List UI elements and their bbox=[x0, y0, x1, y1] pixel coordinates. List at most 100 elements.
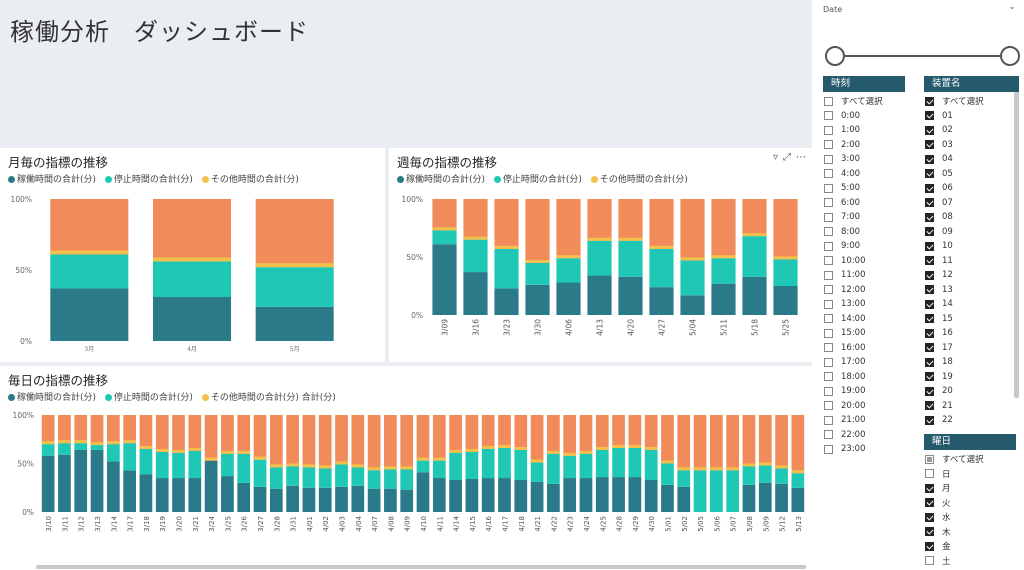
legend-other[interactable]: その他時間の合計(分) bbox=[201, 175, 299, 185]
legend-operating[interactable]: 稼働時間の合計(分) bbox=[8, 175, 96, 185]
legend-stopped[interactable]: 停止時間の合計(分) bbox=[493, 175, 582, 185]
weekday-slicer-item[interactable]: 水 bbox=[924, 510, 1016, 525]
date-range-start-handle[interactable] bbox=[825, 46, 845, 66]
daily-chart-panel[interactable]: 毎日の指標の推移 稼働時間の合計(分) 停止時間の合計(分) その他時間の合計(… bbox=[0, 366, 812, 570]
checkbox[interactable] bbox=[824, 357, 833, 367]
chevron-down-icon[interactable]: ⌄ bbox=[1008, 2, 1016, 12]
device-slicer-item[interactable]: 15 bbox=[924, 312, 1019, 327]
device-slicer-item[interactable]: 18 bbox=[924, 355, 1019, 370]
checkbox[interactable] bbox=[824, 386, 833, 396]
device-slicer-item[interactable]: 11 bbox=[924, 254, 1019, 269]
checkbox[interactable] bbox=[824, 415, 833, 425]
time-slicer-item[interactable]: 3:00 bbox=[823, 152, 905, 167]
checkbox[interactable] bbox=[824, 169, 833, 179]
checkbox[interactable] bbox=[824, 212, 833, 222]
checkbox[interactable] bbox=[925, 256, 934, 266]
device-slicer-item[interactable]: 17 bbox=[924, 341, 1019, 356]
legend-stopped[interactable]: 停止時間の合計(分) bbox=[104, 175, 193, 185]
checkbox[interactable] bbox=[824, 154, 833, 164]
checkbox[interactable] bbox=[925, 241, 934, 251]
checkbox[interactable] bbox=[925, 227, 934, 237]
weekday-slicer-item[interactable]: 金 bbox=[924, 539, 1016, 554]
checkbox[interactable] bbox=[824, 299, 833, 309]
checkbox[interactable] bbox=[824, 444, 833, 454]
device-slicer-item[interactable]: 07 bbox=[924, 196, 1019, 211]
checkbox[interactable] bbox=[824, 96, 833, 106]
checkbox[interactable] bbox=[925, 527, 934, 537]
device-slicer-item[interactable]: 10 bbox=[924, 239, 1019, 254]
time-slicer-item[interactable]: 17:00 bbox=[823, 355, 905, 370]
checkbox[interactable] bbox=[824, 241, 833, 251]
device-slicer-item[interactable]: 14 bbox=[924, 297, 1019, 312]
device-slicer-item[interactable]: 09 bbox=[924, 225, 1019, 240]
checkbox[interactable] bbox=[925, 154, 934, 164]
checkbox[interactable] bbox=[824, 256, 833, 266]
filter-icon[interactable]: ▿ bbox=[772, 152, 778, 163]
checkbox[interactable] bbox=[925, 415, 934, 425]
checkbox[interactable] bbox=[925, 96, 934, 106]
checkbox[interactable] bbox=[925, 125, 934, 135]
date-range-end-handle[interactable] bbox=[1000, 46, 1020, 66]
time-slicer-item[interactable]: 11:00 bbox=[823, 268, 905, 283]
checkbox[interactable] bbox=[925, 140, 934, 150]
weekday-slicer-item[interactable]: すべて選択 bbox=[924, 452, 1016, 467]
device-slicer-item[interactable]: 01 bbox=[924, 109, 1019, 124]
device-slicer-item[interactable]: 04 bbox=[924, 152, 1019, 167]
checkbox[interactable] bbox=[824, 328, 833, 338]
checkbox[interactable] bbox=[824, 372, 833, 382]
weekday-slicer-item[interactable]: 月 bbox=[924, 481, 1016, 496]
time-slicer-item[interactable]: 8:00 bbox=[823, 225, 905, 240]
checkbox[interactable] bbox=[925, 401, 934, 411]
checkbox[interactable] bbox=[824, 198, 833, 208]
time-slicer-item[interactable]: 2:00 bbox=[823, 138, 905, 153]
legend-operating[interactable]: 稼働時間の合計(分) bbox=[397, 175, 485, 185]
weekday-slicer-item[interactable]: 火 bbox=[924, 496, 1016, 511]
time-slicer-item[interactable]: 14:00 bbox=[823, 312, 905, 327]
device-slicer-item[interactable]: 06 bbox=[924, 181, 1019, 196]
time-slicer-item[interactable]: 5:00 bbox=[823, 181, 905, 196]
checkbox[interactable] bbox=[824, 125, 833, 135]
device-slicer-item[interactable]: 13 bbox=[924, 283, 1019, 298]
time-slicer-item[interactable]: 6:00 bbox=[823, 196, 905, 211]
checkbox[interactable] bbox=[925, 299, 934, 309]
device-slicer-item[interactable]: 21 bbox=[924, 399, 1019, 414]
checkbox[interactable] bbox=[824, 401, 833, 411]
time-slicer-item[interactable]: 19:00 bbox=[823, 384, 905, 399]
time-slicer-item[interactable]: 0:00 bbox=[823, 109, 905, 124]
time-slicer-item[interactable]: 4:00 bbox=[823, 167, 905, 182]
checkbox[interactable] bbox=[925, 498, 934, 508]
monthly-chart-panel[interactable]: 月毎の指標の推移 稼働時間の合計(分) 停止時間の合計(分) その他時間の合計(… bbox=[0, 148, 385, 362]
legend-stopped[interactable]: 停止時間の合計(分) bbox=[104, 393, 193, 403]
checkbox[interactable] bbox=[925, 111, 934, 121]
legend-other[interactable]: その他時間の合計(分) bbox=[590, 175, 688, 185]
time-slicer-item[interactable]: 9:00 bbox=[823, 239, 905, 254]
device-slicer-item[interactable]: 12 bbox=[924, 268, 1019, 283]
horizontal-scrollbar[interactable] bbox=[36, 565, 806, 569]
checkbox[interactable] bbox=[925, 483, 934, 493]
checkbox[interactable] bbox=[925, 183, 934, 193]
date-range-track[interactable] bbox=[835, 55, 1010, 57]
more-options-icon[interactable]: ⋯ bbox=[796, 152, 806, 163]
time-slicer-item[interactable]: 23:00 bbox=[823, 442, 905, 457]
time-slicer-item[interactable]: 16:00 bbox=[823, 341, 905, 356]
device-slicer-item[interactable]: 03 bbox=[924, 138, 1019, 153]
device-slicer-item[interactable]: 20 bbox=[924, 384, 1019, 399]
checkbox[interactable] bbox=[925, 454, 934, 464]
time-slicer-item[interactable]: 7:00 bbox=[823, 210, 905, 225]
checkbox[interactable] bbox=[925, 357, 934, 367]
checkbox[interactable] bbox=[824, 111, 833, 121]
checkbox[interactable] bbox=[824, 285, 833, 295]
checkbox[interactable] bbox=[925, 469, 934, 479]
checkbox[interactable] bbox=[824, 343, 833, 353]
checkbox[interactable] bbox=[925, 169, 934, 179]
legend-operating[interactable]: 稼働時間の合計(分) bbox=[8, 393, 96, 403]
time-slicer-item[interactable]: 15:00 bbox=[823, 326, 905, 341]
checkbox[interactable] bbox=[925, 328, 934, 338]
checkbox[interactable] bbox=[925, 343, 934, 353]
time-slicer-item[interactable]: 22:00 bbox=[823, 428, 905, 443]
checkbox[interactable] bbox=[925, 270, 934, 280]
checkbox[interactable] bbox=[925, 556, 934, 566]
device-slicer-item[interactable]: 05 bbox=[924, 167, 1019, 182]
time-slicer-item[interactable]: 1:00 bbox=[823, 123, 905, 138]
device-slicer-scrollbar[interactable] bbox=[1014, 92, 1019, 398]
